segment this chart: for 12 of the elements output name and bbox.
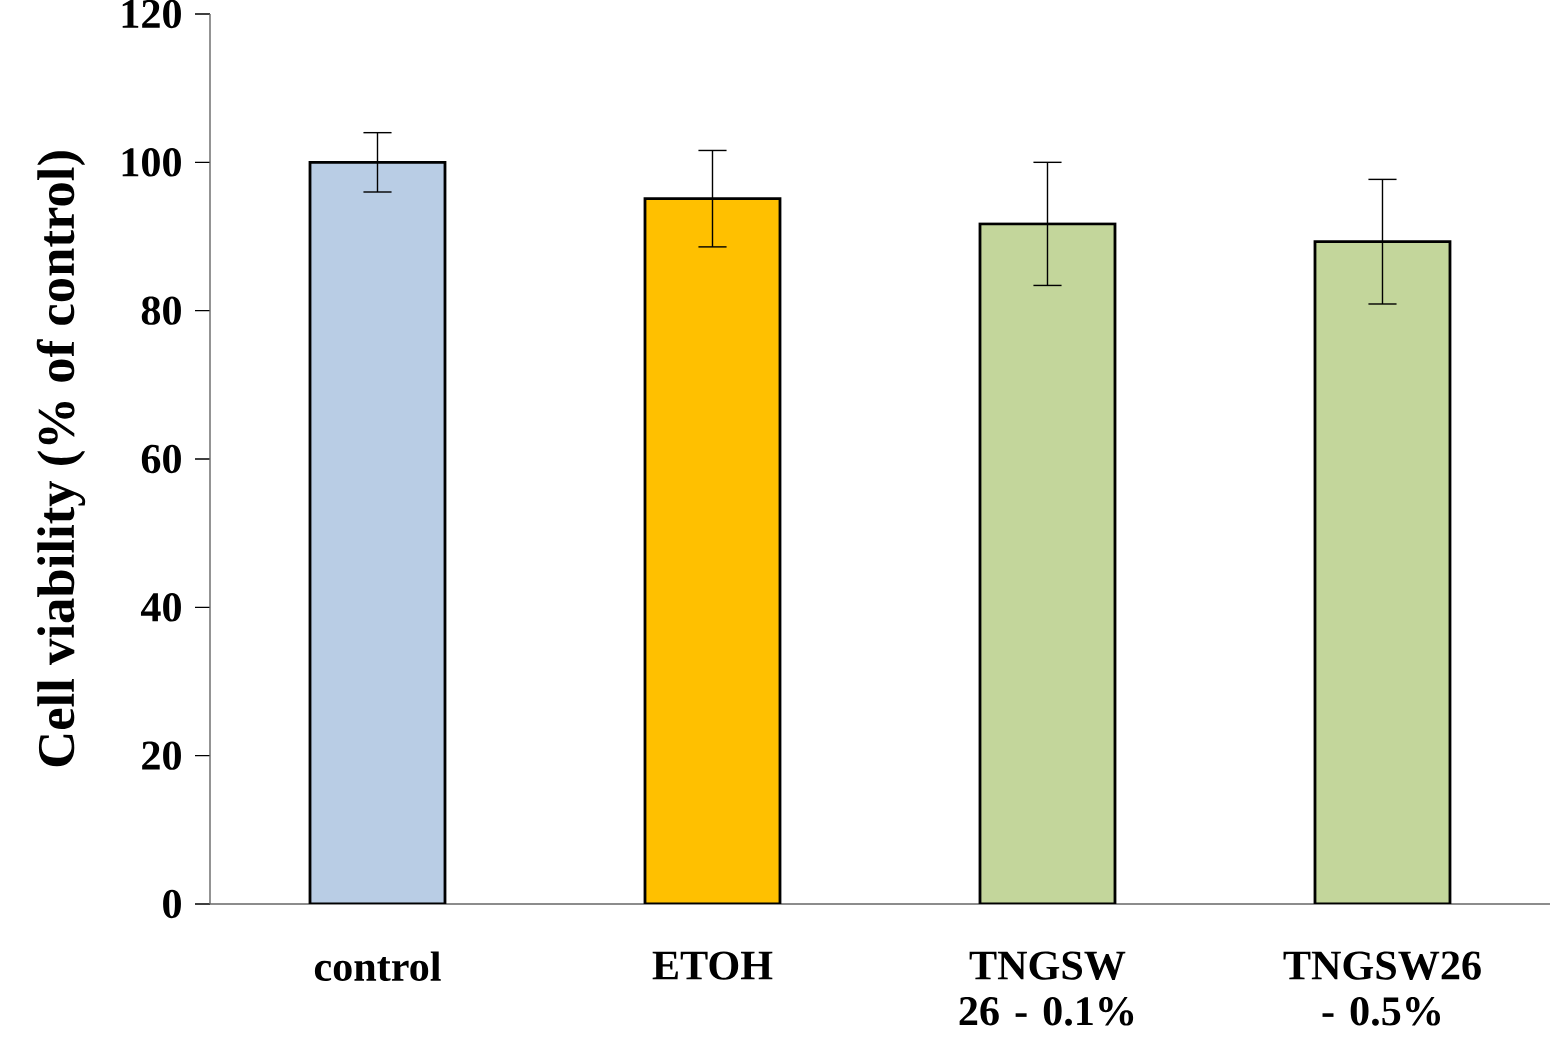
x-tick-label: ETOH — [652, 951, 773, 980]
x-tick-label: TNGSW26 - 0.5% — [1283, 951, 1481, 1026]
y-tick-label: 0 — [163, 889, 181, 919]
x-tick-label: TNGSW 26 - 0.1% — [959, 951, 1134, 1026]
y-tick-label: 100 — [122, 148, 181, 177]
x-tick-label: control — [314, 951, 441, 982]
y-tick-label: 40 — [140, 593, 181, 622]
y-tick-label: 120 — [122, 0, 181, 29]
y-tick-label: 20 — [142, 741, 181, 770]
y-tick-label: 80 — [141, 296, 181, 325]
y-axis-title: Cell viability (% of control) — [36, 151, 86, 767]
y-tick-label: 60 — [141, 444, 181, 474]
